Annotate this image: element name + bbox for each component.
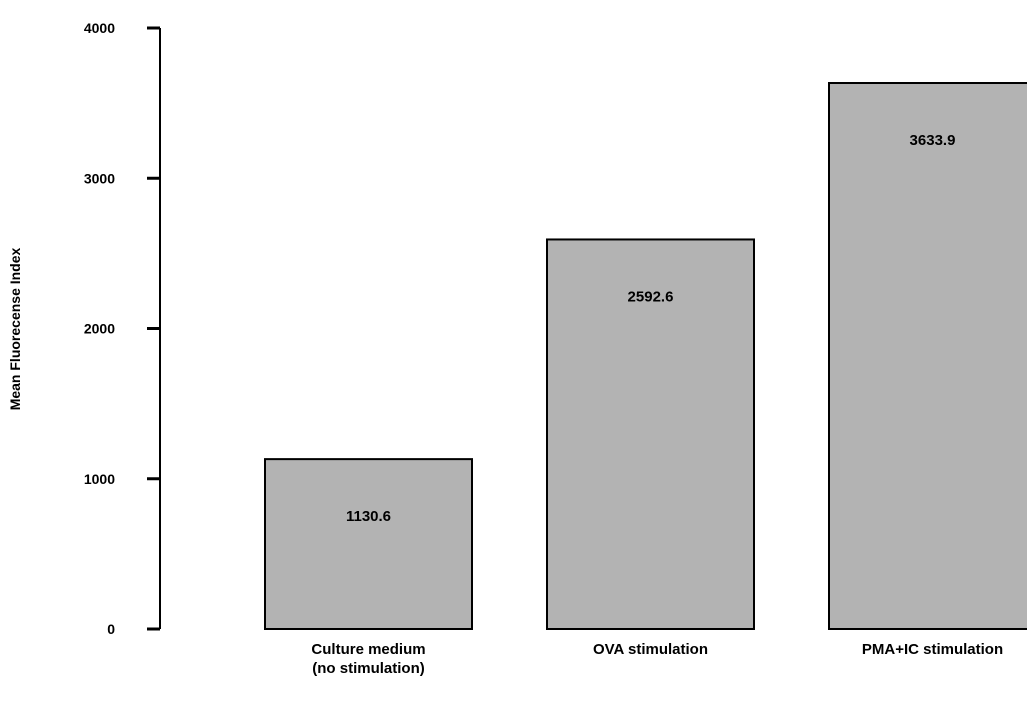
y-tick-label: 4000	[84, 20, 115, 36]
y-tick-label: 3000	[84, 170, 115, 186]
x-category-label: PMA+IC stimulation	[862, 641, 1003, 658]
y-tick-label: 1000	[84, 471, 115, 487]
x-axis-labels: Culture medium (no stimulation) OVA stimul…	[311, 641, 1003, 677]
bar-value-label: 1130.6	[346, 508, 391, 525]
y-tick-label: 2000	[84, 321, 115, 337]
y-tick-label: 0	[107, 621, 115, 637]
bars: 1130.6 2592.6 3633.9	[264, 82, 1027, 630]
y-axis-title: Mean Fluorecense Index	[7, 247, 23, 410]
bar-value-label: 3633.9	[910, 132, 956, 149]
bar	[828, 82, 1027, 630]
bar	[264, 458, 473, 630]
x-category-label: (no stimulation)	[312, 660, 425, 677]
x-category-label: OVA stimulation	[593, 641, 708, 658]
bar	[546, 238, 755, 630]
x-category-label: Culture medium	[311, 641, 425, 658]
bar-value-label: 2592.6	[628, 288, 674, 305]
y-axis: 0 1000 2000 3000 4000	[84, 20, 161, 637]
